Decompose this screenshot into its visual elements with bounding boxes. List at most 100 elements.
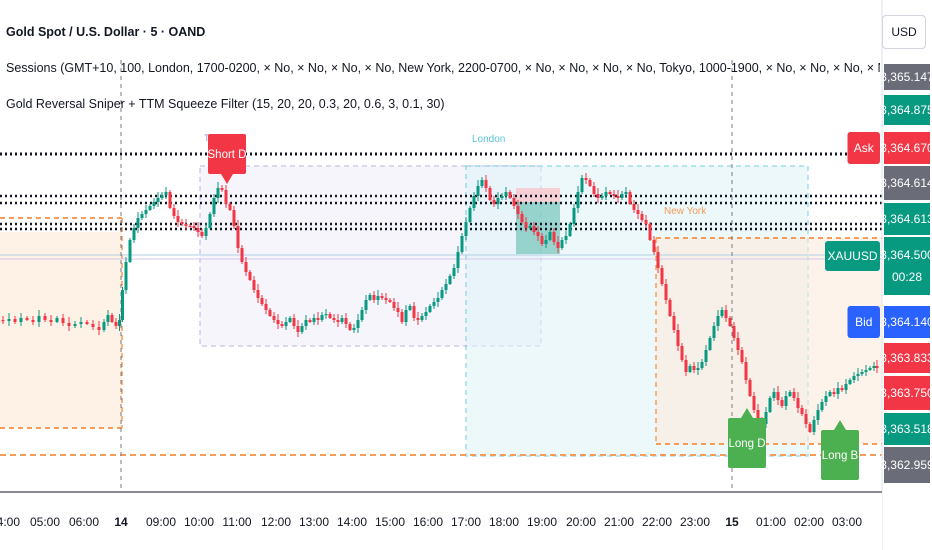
price-label-bg <box>884 203 930 235</box>
candle-body <box>476 186 480 196</box>
candle-body <box>768 398 772 412</box>
short-d-signal-box <box>208 134 246 174</box>
candle-body <box>196 228 200 232</box>
candle-body <box>428 306 432 312</box>
price-label-text: 3,364.500 <box>880 248 932 262</box>
candle-body <box>596 194 600 198</box>
candle-body <box>43 316 47 320</box>
candle-body <box>260 298 264 304</box>
x-tick-label: 02:00 <box>794 515 824 529</box>
candle-body <box>824 396 828 402</box>
candle-body <box>452 268 456 276</box>
price-label-text: 3,365.147 <box>880 70 932 84</box>
candle-body <box>640 214 644 220</box>
candle-body <box>284 322 288 326</box>
candle-body <box>380 296 384 298</box>
sessions-indicator-legend[interactable]: Sessions (GMT+10, 100, London, 1700-0200… <box>6 61 880 75</box>
x-tick-label: 16:00 <box>413 515 443 529</box>
price-label-2: 3,364.670 Ask <box>847 132 932 164</box>
candle-body <box>700 362 704 368</box>
candle-body <box>472 196 476 208</box>
candle-body <box>620 194 624 198</box>
price-label-bg <box>884 413 930 445</box>
candle-body <box>800 408 804 414</box>
candle-body <box>7 319 11 321</box>
price-label-bg <box>884 343 930 373</box>
candle-body <box>404 310 408 322</box>
candle-body <box>448 276 452 284</box>
candle-body <box>144 210 148 214</box>
candle-body <box>480 180 484 186</box>
candle-body <box>692 366 696 370</box>
candle-body <box>568 224 572 236</box>
candle-body <box>584 178 588 180</box>
candle-body <box>560 240 564 248</box>
x-tick-label: 15:00 <box>375 515 405 529</box>
x-tick-label: 11:00 <box>222 515 251 529</box>
candle-body <box>496 198 500 204</box>
candle-body <box>816 410 820 420</box>
symbol-title[interactable]: Gold Spot / U.S. Dollar · 5 · OANDA <box>6 25 206 39</box>
candle-body <box>636 210 640 214</box>
x-tick-label: 03:00 <box>832 515 862 529</box>
candle-body <box>176 216 180 222</box>
candle-body <box>332 318 336 320</box>
candle-body <box>172 208 176 216</box>
candle-body <box>616 196 620 198</box>
candle-body <box>244 262 248 272</box>
candle-body <box>352 328 356 330</box>
candle-body <box>844 384 848 390</box>
candle-body <box>608 192 612 194</box>
long-b-signal: Long B <box>821 420 859 480</box>
candle-body <box>440 290 444 298</box>
candle-body <box>184 224 188 226</box>
candle-body <box>268 310 272 316</box>
x-tick-label: 13:00 <box>299 515 329 529</box>
candle-body <box>588 180 592 186</box>
candle-body <box>114 322 118 326</box>
candle-body <box>208 214 212 228</box>
candle-body <box>868 368 872 370</box>
currency-button[interactable]: USD <box>882 15 926 49</box>
candle-body <box>328 314 332 318</box>
candle-body <box>296 326 300 332</box>
candle-body <box>164 192 168 195</box>
candle-body <box>121 290 124 320</box>
short-d-signal-label: Short D <box>208 149 247 161</box>
candle-body <box>220 188 224 190</box>
price-label-text: 3,364.614 <box>880 176 932 190</box>
candle-body <box>780 400 784 406</box>
candle-body <box>812 420 816 432</box>
candle-body <box>110 315 114 322</box>
candle-body <box>668 300 672 316</box>
price-label-text: 3,364.875 <box>880 103 932 117</box>
candle-body <box>272 316 276 320</box>
price-label-text: 3,364.140 <box>880 315 932 329</box>
candle-body <box>444 284 448 290</box>
candle-body <box>720 310 724 316</box>
candle-body <box>228 204 232 210</box>
price-label-bg <box>884 447 930 483</box>
candle-body <box>192 226 196 228</box>
candle-body <box>796 398 800 408</box>
candle-body <box>156 198 160 202</box>
x-tick-label: 21:00 <box>604 515 634 529</box>
candle-body <box>292 318 296 326</box>
x-tick-label: 06:00 <box>69 515 99 529</box>
candle-body <box>556 242 560 248</box>
sniper-indicator-legend[interactable]: Gold Reversal Sniper + TTM Squeeze Filte… <box>6 97 445 111</box>
candle-body <box>652 240 656 252</box>
price-label-10: 3,362.959 <box>880 447 932 483</box>
candle-body <box>436 298 440 302</box>
candle-body <box>820 402 824 410</box>
candle-body <box>836 388 840 394</box>
candle-body <box>280 324 284 326</box>
price-label-text: 3,363.518 <box>880 422 932 436</box>
long-d-signal-label: Long D <box>728 438 765 450</box>
candle-body <box>828 392 832 396</box>
candle-body <box>500 196 504 198</box>
candle-body <box>736 338 740 350</box>
x-tick-label: 14:00 <box>337 515 367 529</box>
